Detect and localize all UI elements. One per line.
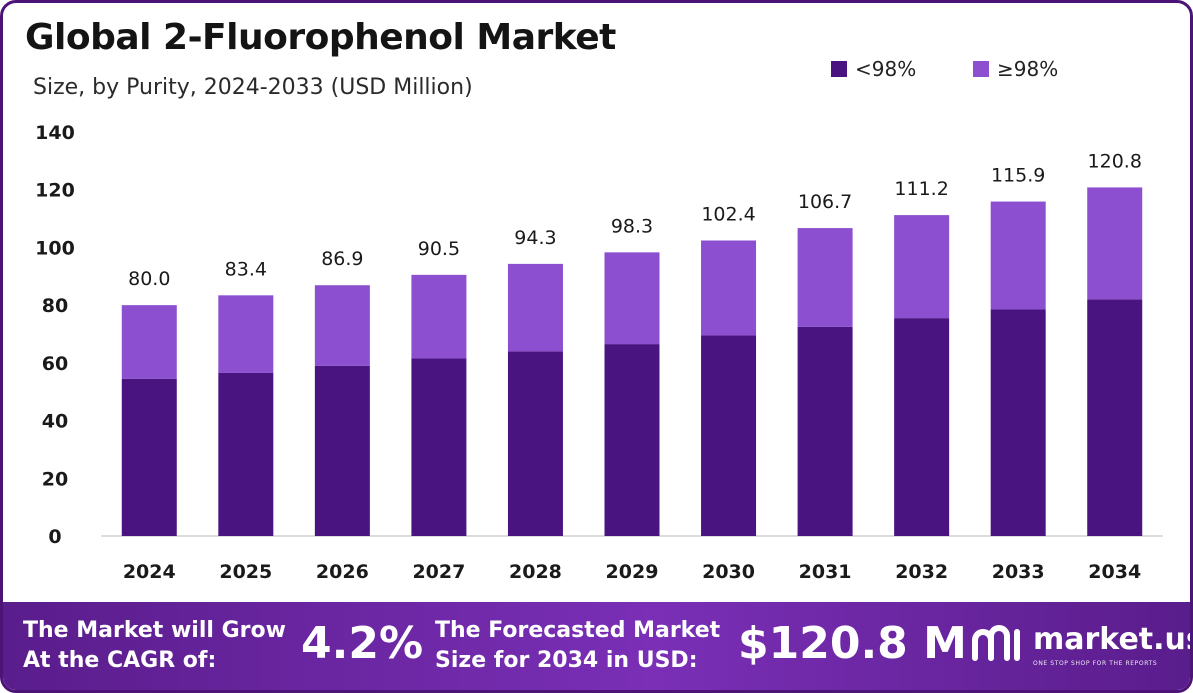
legend-label-98-plus: ≥98%: [997, 57, 1059, 81]
legend-swatch-under-98: [831, 61, 847, 77]
chart-plot: 0 20 40 60 80 100 120 140 80.0 2024 83.4 2025 86.9 20…: [35, 122, 1163, 583]
x-tick-label: 2033: [992, 561, 1045, 583]
bar-total-label: 90.5: [418, 238, 460, 260]
chart-title: Global 2-Fluorophenol Market: [25, 17, 616, 58]
bar-total-label: 120.8: [1088, 150, 1142, 172]
bar-segment-under-98: [1087, 299, 1143, 536]
y-tick-label: 120: [35, 180, 75, 202]
bar-segment-98-plus: [701, 240, 757, 336]
bar-total-label: 111.2: [894, 178, 948, 200]
x-tick-label: 2031: [799, 561, 852, 583]
bar-total-label: 94.3: [514, 227, 556, 249]
bar-segment-under-98: [121, 378, 177, 536]
bar-segment-98-plus: [990, 201, 1046, 310]
x-tick-label: 2027: [412, 561, 465, 583]
y-tick-label: 60: [42, 353, 68, 375]
footer-banner: The Market will Grow At the CAGR of: 4.2…: [3, 602, 1190, 690]
bar-segment-98-plus: [411, 274, 467, 359]
bar-segment-under-98: [507, 351, 563, 536]
forecast-value: $120.8 M: [738, 618, 967, 669]
cagr-value: 4.2%: [301, 618, 424, 669]
x-tick-label: 2025: [219, 561, 272, 583]
bar-segment-98-plus: [1087, 187, 1143, 300]
cagr-label-line1: The Market will Grow: [23, 618, 286, 643]
cagr-label-line2: At the CAGR of:: [23, 648, 217, 673]
forecast-label-line2: Size for 2034 in USD:: [435, 648, 698, 673]
forecast-label-line1: The Forecasted Market: [435, 618, 721, 643]
forecast-label: The Forecasted Market Size for 2034 in U…: [435, 616, 720, 676]
chart-subtitle: Size, by Purity, 2024-2033 (USD Million): [33, 75, 473, 100]
bar-segment-under-98: [797, 326, 853, 536]
x-tick-label: 2034: [1088, 561, 1141, 583]
bar-total-label: 115.9: [991, 165, 1045, 187]
x-tick-label: 2029: [606, 561, 659, 583]
y-tick-label: 80: [42, 295, 68, 317]
bar-segment-under-98: [314, 365, 370, 536]
bar-total-label: 106.7: [798, 191, 852, 213]
bar-total-label: 98.3: [611, 215, 653, 237]
legend-swatch-98-plus: [973, 61, 989, 77]
bar-segment-under-98: [218, 372, 274, 536]
market-us-logo-icon: [972, 625, 1020, 661]
bar-total-label: 80.0: [128, 268, 170, 290]
bar-total-label: 102.4: [701, 204, 755, 226]
bar-segment-98-plus: [604, 252, 660, 345]
x-tick-label: 2028: [509, 561, 562, 583]
bar-segment-under-98: [411, 358, 467, 536]
logo-tagline: ONE STOP SHOP FOR THE REPORTS: [1033, 660, 1158, 667]
legend-label-under-98: <98%: [855, 57, 917, 81]
bar-total-label: 86.9: [321, 248, 363, 270]
x-tick-label: 2026: [316, 561, 369, 583]
bar-segment-98-plus: [314, 285, 370, 366]
bar-total-label: 83.4: [225, 258, 267, 280]
cagr-label: The Market will Grow At the CAGR of:: [23, 616, 286, 676]
bar-segment-under-98: [604, 344, 660, 536]
bar-segment-98-plus: [121, 305, 177, 379]
y-tick-label: 100: [35, 237, 75, 259]
bar-segment-98-plus: [797, 228, 853, 327]
legend-item-98-plus: ≥98%: [973, 57, 1058, 81]
x-tick-label: 2032: [895, 561, 948, 583]
x-tick-label: 2030: [702, 561, 755, 583]
x-tick-label: 2024: [123, 561, 176, 583]
bar-segment-under-98: [701, 335, 757, 536]
y-tick-label: 20: [42, 468, 68, 490]
bar-segment-under-98: [894, 318, 950, 536]
bar-segment-98-plus: [218, 295, 274, 373]
bar-segment-98-plus: [507, 263, 563, 352]
bar-segment-98-plus: [894, 215, 950, 319]
logo-name: market.us: [1033, 622, 1193, 657]
y-tick-label: 40: [42, 411, 68, 433]
y-tick-label: 0: [48, 526, 61, 548]
bar-segment-under-98: [990, 309, 1046, 536]
legend-item-under-98: <98%: [831, 57, 916, 81]
y-tick-label: 140: [35, 122, 75, 144]
